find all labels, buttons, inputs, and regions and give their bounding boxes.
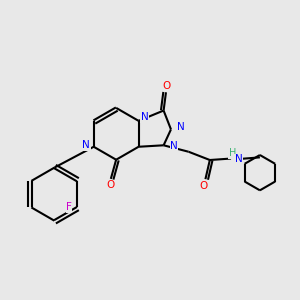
Text: O: O: [200, 181, 208, 190]
Text: N: N: [177, 122, 185, 132]
Text: N: N: [170, 141, 178, 151]
Text: F: F: [66, 202, 72, 212]
Text: O: O: [162, 81, 171, 91]
Text: N: N: [141, 112, 148, 122]
Text: O: O: [107, 180, 115, 190]
Text: N: N: [235, 154, 242, 164]
Text: N: N: [82, 140, 90, 150]
Text: H: H: [229, 148, 236, 158]
